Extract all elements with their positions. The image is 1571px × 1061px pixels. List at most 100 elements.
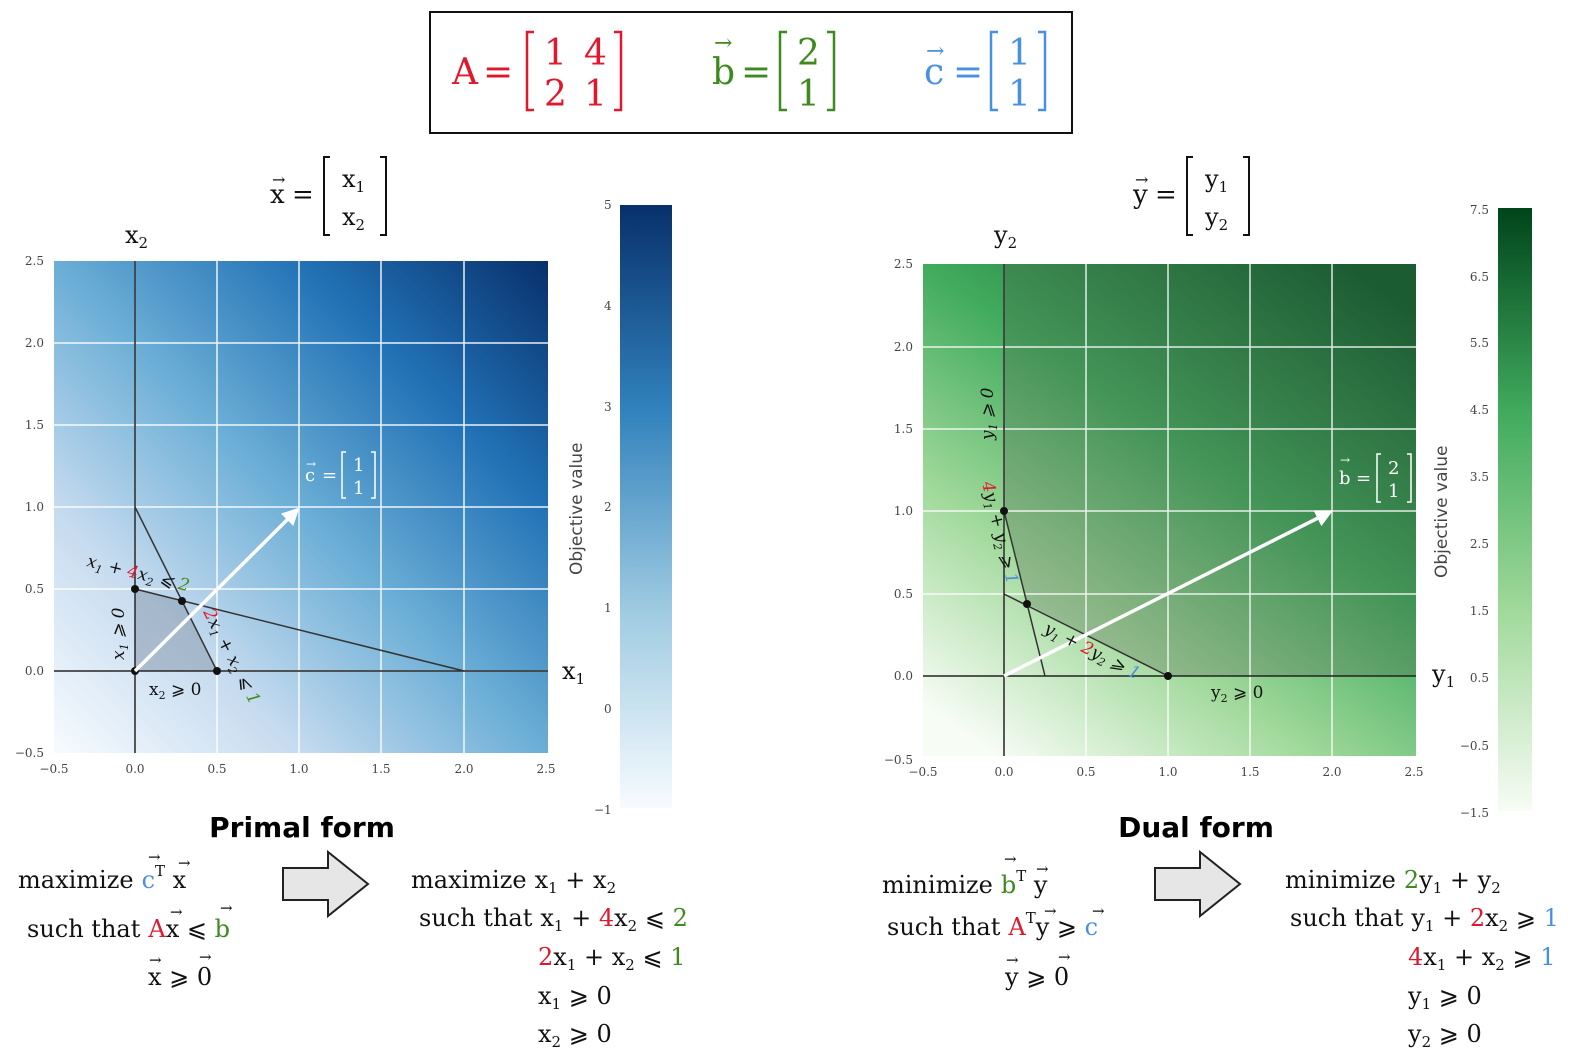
tick-label: 0.5 xyxy=(894,587,913,601)
tick-label: −0.5 xyxy=(39,762,68,776)
primal-vector-equals: = xyxy=(292,180,314,210)
colorbar-tick: 2.5 xyxy=(1470,537,1489,551)
primal-vector-right-bracket xyxy=(380,156,387,236)
tick-label: −0.5 xyxy=(908,765,937,779)
colorbar-tick: 1.5 xyxy=(1470,604,1489,618)
dual-form-title: Dual form xyxy=(1118,811,1274,844)
tick-label: 1.5 xyxy=(894,422,913,436)
matrix-a: A = 1 4 2 1 xyxy=(451,30,623,115)
primal-vector-definition: x → = x1 x2 xyxy=(270,156,387,236)
dual-vector-right-bracket xyxy=(1243,156,1250,236)
dual-expanded-c2: 4x1 + x2 ⩾ 1 xyxy=(1408,943,1555,974)
dual-arrow-label: b → = 2 1 xyxy=(1339,453,1412,503)
tick-label: 1.0 xyxy=(1158,765,1177,779)
arrow-label-equals: = xyxy=(322,465,337,486)
primal-x-ticks: −0.5 0.0 0.5 1.0 1.5 2.0 2.5 xyxy=(39,762,555,776)
tick-label: 2.0 xyxy=(894,340,913,354)
tick-label: 0.5 xyxy=(1076,765,1095,779)
primal-expanded-c1: such that x1 + 4x2 ⩽ 2 xyxy=(419,904,688,935)
primal-expanded-c4: x2 ⩾ 0 xyxy=(538,1020,612,1051)
vector-c-cell: 1 xyxy=(1008,74,1031,115)
primal-x-axis-label: x1 xyxy=(562,657,585,688)
vector-arrow-icon: → xyxy=(1092,902,1105,920)
tick-label: 2.0 xyxy=(454,762,473,776)
primal-expanded-c3: x1 ⩾ 0 xyxy=(538,982,612,1013)
tick-label: 1.5 xyxy=(1240,765,1259,779)
primal-vertex xyxy=(213,667,221,675)
colorbar-tick: 0 xyxy=(604,702,612,716)
primal-constraint-line-2 xyxy=(134,506,218,672)
matrix-a-cell: 2 xyxy=(544,74,567,115)
arrow-label-entry: 1 xyxy=(353,478,364,499)
vector-arrow-icon: → xyxy=(149,951,162,969)
dual-colorbar xyxy=(1498,208,1532,811)
vector-c: c → = 1 1 xyxy=(924,30,1047,115)
vector-arrow-icon: → xyxy=(148,848,161,866)
dual-vector-equals: = xyxy=(1155,180,1177,210)
arrow-label-brackets xyxy=(1376,453,1412,503)
dual-vertex xyxy=(1164,672,1172,680)
vector-b-equals: = xyxy=(741,52,771,93)
primal-constraint-label-4: x2 ⩾ 0 xyxy=(149,680,201,702)
tick-label: 0.0 xyxy=(125,762,144,776)
vector-arrow-icon: → xyxy=(178,854,191,872)
vector-arrow-icon: → xyxy=(1036,860,1049,878)
primal-expanded-objective: maximize x1 + x2 xyxy=(411,866,616,897)
vector-c-name: c xyxy=(924,52,944,93)
vector-arrow-icon: → xyxy=(272,170,285,189)
vector-b-name: b xyxy=(712,52,735,93)
vector-arrow-icon: → xyxy=(1044,902,1057,920)
tick-label: 1.0 xyxy=(289,762,308,776)
vector-b-right-bracket xyxy=(827,30,836,112)
colorbar-tick: 6.5 xyxy=(1470,270,1489,284)
vector-arrow-icon: → xyxy=(926,39,944,64)
colorbar-tick: 3.5 xyxy=(1470,470,1489,484)
vector-b: b → = 2 1 xyxy=(712,30,836,115)
tick-label: 0.0 xyxy=(25,664,44,678)
tick-label: 0.5 xyxy=(207,762,226,776)
dual-x-axis-label: y1 xyxy=(1431,660,1455,691)
arrow-label-brackets xyxy=(341,451,376,499)
dual-y-axis-label: y2 xyxy=(993,221,1017,252)
colorbar-tick: −0.5 xyxy=(1460,739,1489,753)
dual-vector-left-bracket xyxy=(1186,156,1193,236)
primal-compact-constraint: such that Ax ⩽ b xyxy=(27,915,230,943)
primal-expanded-c2: 2x1 + x2 ⩽ 1 xyxy=(538,943,685,974)
vector-arrow-icon: → xyxy=(306,457,316,471)
colorbar-tick: 5.5 xyxy=(1470,336,1489,350)
dual-vector-entry: y1 xyxy=(1204,165,1228,196)
primal-plot: c → = 1 1 x1 + 4x2 ⩽ 2 2x1 + x2 ⩽ 1 x1 ⩾… xyxy=(15,198,672,817)
primal-vector-name: x xyxy=(270,180,285,210)
tick-label: 2.5 xyxy=(25,254,44,268)
dual-compact-constraint: such that ATy ⩾ c xyxy=(887,909,1098,941)
primal-vector-left-bracket xyxy=(323,156,330,236)
arrow-label-name: c xyxy=(305,465,315,486)
vector-arrow-icon: → xyxy=(1135,170,1148,189)
primal-vector-entry: x1 xyxy=(342,165,365,196)
dual-y-ticks: −0.5 0.0 0.5 1.0 1.5 2.0 2.5 xyxy=(884,257,913,767)
arrow-label-equals: = xyxy=(1356,468,1371,489)
arrow-label-entry: 1 xyxy=(353,455,364,476)
colorbar-tick: 0.5 xyxy=(1470,671,1489,685)
vector-b-left-bracket xyxy=(778,30,787,112)
colorbar-tick: 1 xyxy=(604,601,612,615)
dual-constraint-label-4: y2 ⩾ 0 xyxy=(1210,683,1263,705)
vector-b-cell: 2 xyxy=(797,33,820,74)
dual-objective-arrow xyxy=(1003,510,1334,678)
vector-c-equals: = xyxy=(953,52,983,93)
tick-label: 2.0 xyxy=(25,336,44,350)
dual-expanded-form: minimize 2y1 + y2 such that y1 + 2x2 ⩾ 1 4… xyxy=(1285,866,1559,1051)
dual-constraint-label-3: y1 ⩾ 0 xyxy=(978,387,1000,441)
tick-label: 1.0 xyxy=(894,504,913,518)
primal-colorbar-title: Objective value xyxy=(567,443,587,575)
dual-feasible-region xyxy=(1004,264,1416,676)
dual-vertex xyxy=(1023,600,1031,608)
primal-y-axis-label: x2 xyxy=(125,221,148,252)
vector-arrow-icon: → xyxy=(199,948,212,966)
dual-vector-entry: y2 xyxy=(1204,203,1228,234)
primal-transform-arrow-icon xyxy=(282,849,370,919)
arrow-label-entry: 1 xyxy=(1388,481,1399,502)
dual-constraint-label-2: 4y1 + y2 ⩾ 1 xyxy=(975,478,1022,586)
vector-arrow-icon: → xyxy=(1058,948,1071,966)
